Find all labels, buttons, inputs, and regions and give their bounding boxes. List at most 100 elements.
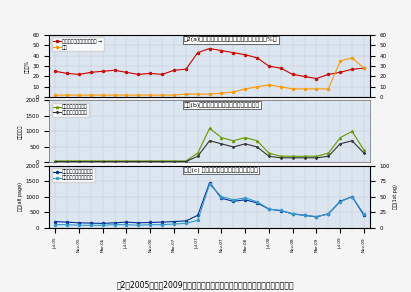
新聞掲載総本数（全面） xyxy=(88,221,93,225)
テレビ放映（時間） xyxy=(148,159,153,163)
経済 xyxy=(290,87,295,91)
Line: テレビ放映（頻度）: テレビ放映（頻度） xyxy=(54,140,365,163)
温暖化と水を含む環境問題 → xyxy=(53,69,58,73)
温暖化と水を含む環境問題 → xyxy=(100,69,105,73)
新聞掲載総本数（一面） xyxy=(159,223,164,226)
新聞掲載総本数（一面） xyxy=(219,195,224,199)
温暖化と水を含む環境問題 → xyxy=(350,67,355,71)
Line: テレビ放映（時間）: テレビ放映（時間） xyxy=(54,127,365,162)
経済 xyxy=(88,93,93,97)
温暖化と水を含む環境問題 → xyxy=(314,77,319,80)
テレビ放映（時間） xyxy=(362,148,367,152)
新聞掲載総本数（一面） xyxy=(76,223,81,227)
テレビ放映（時間） xyxy=(159,159,164,163)
新聞掲載総本数（一面） xyxy=(53,223,58,226)
テレビ放映（頻度） xyxy=(136,160,141,163)
テレビ放映（頻度） xyxy=(243,142,248,146)
テレビ放映（時間） xyxy=(219,136,224,139)
テレビ放映（時間） xyxy=(326,152,331,155)
温暖化と水を含む環境問題 → xyxy=(207,47,212,50)
新聞掲載総本数（一面） xyxy=(148,223,153,226)
経済 xyxy=(266,83,271,86)
温暖化と水を含む環境問題 → xyxy=(302,75,307,78)
テレビ放映（頻度） xyxy=(76,160,81,163)
Y-axis label: 新聞(all page): 新聞(all page) xyxy=(18,182,23,211)
テレビ放映（頻度） xyxy=(195,154,200,158)
経済 xyxy=(112,93,117,97)
経済 xyxy=(255,85,260,88)
テレビ放映（頻度） xyxy=(326,154,331,158)
テレビ放映（頻度） xyxy=(100,160,105,163)
テレビ放映（時間） xyxy=(88,159,93,163)
新聞掲載総本数（全面） xyxy=(314,215,319,219)
新聞掲載総本数（一面） xyxy=(100,223,105,227)
新聞掲載総本数（全面） xyxy=(266,207,271,211)
経済 xyxy=(183,92,188,96)
温暖化と水を含む環境問題 → xyxy=(255,56,260,60)
温暖化と水を含む環境問題 → xyxy=(231,51,236,54)
新聞掲載総本数（一面） xyxy=(266,207,271,211)
Text: 図2(a)「世界でもっとも重要な問題」回答率（%）: 図2(a)「世界でもっとも重要な問題」回答率（%） xyxy=(184,37,277,43)
新聞掲載総本数（全面） xyxy=(290,212,295,215)
温暖化と水を含む環境問題 → xyxy=(148,72,153,75)
温暖化と水を含む環境問題 → xyxy=(219,49,224,52)
新聞掲載総本数（全面） xyxy=(183,219,188,223)
テレビ放映（頻度） xyxy=(302,156,307,159)
温暖化と水を含む環境問題 → xyxy=(243,53,248,56)
テレビ放映（時間） xyxy=(243,136,248,139)
テレビ放映（頻度） xyxy=(266,154,271,158)
新聞掲載総本数（一面） xyxy=(290,212,295,216)
新聞掲載総本数（全面） xyxy=(350,195,355,199)
テレビ放映（時間） xyxy=(278,154,283,158)
新聞掲載総本数（一面） xyxy=(136,223,141,227)
新聞掲載総本数（一面） xyxy=(183,222,188,225)
テレビ放映（頻度） xyxy=(338,142,343,146)
テレビ放映（頻度） xyxy=(148,160,153,163)
テレビ放映（時間） xyxy=(76,159,81,163)
Line: 新聞掲載総本数（全面）: 新聞掲載総本数（全面） xyxy=(54,182,365,225)
温暖化と水を含む環境問題 → xyxy=(266,64,271,68)
Legend: 新聞掲載総本数（全面）, 新聞掲載総本数（一面）: 新聞掲載総本数（全面）, 新聞掲載総本数（一面） xyxy=(52,168,95,182)
新聞掲載総本数（全面） xyxy=(338,200,343,203)
テレビ放映（時間） xyxy=(255,139,260,142)
テレビ放映（時間） xyxy=(53,159,58,163)
新聞掲載総本数（全面） xyxy=(65,220,69,224)
テレビ放映（時間） xyxy=(171,159,176,163)
Legend: テレビ放映（時間）, テレビ放映（頻度）: テレビ放映（時間）, テレビ放映（頻度） xyxy=(52,103,89,117)
経済 xyxy=(338,59,343,63)
温暖化と水を含む環境問題 → xyxy=(136,73,141,76)
新聞掲載総本数（一面） xyxy=(171,222,176,226)
温暖化と水を含む環境問題 → xyxy=(88,71,93,74)
新聞掲載総本数（一面） xyxy=(195,218,200,222)
新聞掲載総本数（一面） xyxy=(65,223,69,226)
経済 xyxy=(207,92,212,96)
Y-axis label: 新聞(1st pg): 新聞(1st pg) xyxy=(393,184,398,209)
テレビ放映（頻度） xyxy=(112,160,117,163)
テレビ放映（頻度） xyxy=(159,160,164,163)
テレビ放映（時間） xyxy=(302,154,307,158)
温暖化と水を含む環境問題 → xyxy=(171,69,176,72)
経済 xyxy=(231,90,236,94)
テレビ放映（時間） xyxy=(65,159,69,163)
新聞掲載総本数（一面） xyxy=(314,215,319,218)
経済 xyxy=(219,91,224,95)
経済 xyxy=(350,56,355,60)
新聞掲載総本数（全面） xyxy=(243,198,248,201)
経済 xyxy=(65,93,69,97)
新聞掲載総本数（全面） xyxy=(219,197,224,200)
経済 xyxy=(124,93,129,97)
Legend: 温暖化と水を含む環境問題 →, 経済: 温暖化と水を含む環境問題 →, 経済 xyxy=(52,37,104,51)
テレビ放映（時間） xyxy=(314,154,319,158)
新聞掲載総本数（全面） xyxy=(278,209,283,212)
テレビ放映（時間） xyxy=(207,126,212,130)
新聞掲載総本数（一面） xyxy=(255,200,260,204)
経済 xyxy=(159,93,164,97)
テレビ放映（頻度） xyxy=(53,160,58,163)
経済 xyxy=(302,87,307,91)
新聞掲載総本数（全面） xyxy=(136,221,141,225)
新聞掲載総本数（全面） xyxy=(302,213,307,217)
テレビ放映（頻度） xyxy=(124,160,129,163)
新聞掲載総本数（全面） xyxy=(76,221,81,225)
温暖化と水を含む環境問題 → xyxy=(278,67,283,70)
テレビ放映（頻度） xyxy=(171,160,176,163)
